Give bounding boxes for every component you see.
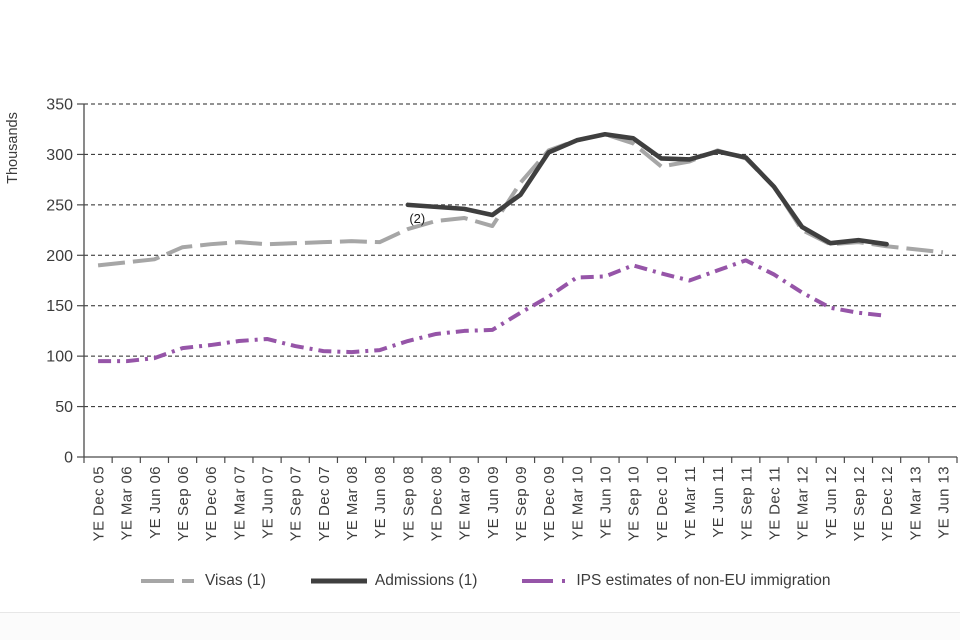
line-chart: 0 50 100 150 200 250 300 350 YE Dec 05 YE Mar 06… bbox=[5, 97, 958, 541]
x-tick-label: YE Dec 09 bbox=[541, 466, 558, 541]
admissions-line-marker-icon bbox=[310, 578, 367, 584]
ips-line-marker-icon bbox=[522, 579, 569, 583]
y-tick-label: 250 bbox=[46, 197, 73, 214]
x-tick-label: YE Jun 06 bbox=[147, 466, 164, 539]
x-tick-label: YE Mar 13 bbox=[907, 466, 924, 540]
legend: Visas (1) Admissions (1) IPS estimates o… bbox=[140, 567, 831, 595]
x-axis: YE Dec 05 YE Mar 06 YE Jun 06 YE Sep 06 YE D… bbox=[83, 456, 958, 541]
x-tick-label: YE Mar 11 bbox=[682, 466, 699, 539]
y-tick-label: 0 bbox=[64, 450, 73, 467]
y-tick-label: 50 bbox=[55, 399, 73, 416]
x-tick-label: YE Mar 09 bbox=[457, 466, 474, 540]
x-tick-label: YE Sep 08 bbox=[400, 466, 417, 541]
y-tick-label: 300 bbox=[46, 147, 73, 164]
x-tick-label: YE Jun 12 bbox=[823, 466, 840, 539]
x-tick-label: YE Mar 10 bbox=[569, 466, 586, 540]
x-tick-label: YE Dec 12 bbox=[879, 466, 896, 541]
legend-item-ips: IPS estimates of non-EU immigration bbox=[521, 572, 831, 590]
x-tick-label: YE Jun 07 bbox=[260, 466, 277, 539]
x-tick-label: YE Sep 07 bbox=[288, 466, 305, 541]
x-tick-label: YE Dec 08 bbox=[429, 466, 446, 541]
footnote-annotation: (2) bbox=[409, 211, 425, 226]
legend-item-visas: Visas (1) bbox=[140, 572, 266, 590]
legend-label-ips: IPS estimates of non-EU immigration bbox=[576, 572, 831, 589]
legend-label-admissions: Admissions (1) bbox=[374, 572, 478, 589]
x-tick-label: YE Mar 12 bbox=[795, 466, 812, 540]
x-tick-label: YE Jun 11 bbox=[710, 466, 727, 538]
x-tick-label: YE Jun 13 bbox=[935, 466, 952, 539]
x-tick-label: YE Sep 12 bbox=[851, 466, 868, 541]
y-tick-label: 100 bbox=[46, 349, 73, 366]
x-tick-label: YE Sep 10 bbox=[626, 466, 643, 541]
y-axis-title: Thousands bbox=[5, 112, 21, 184]
x-tick-label: YE Dec 05 bbox=[91, 466, 108, 541]
x-tick-label: YE Mar 06 bbox=[119, 466, 136, 540]
gridlines bbox=[84, 103, 957, 408]
legend-item-admissions: Admissions (1) bbox=[310, 572, 478, 590]
x-tick-label: YE Dec 07 bbox=[316, 466, 333, 541]
x-tick-label: YE Sep 09 bbox=[513, 466, 530, 541]
x-tick-label: YE Jun 09 bbox=[485, 466, 502, 539]
bottom-divider bbox=[0, 612, 960, 640]
x-tick-label: YE Mar 08 bbox=[344, 466, 361, 540]
series-line-2 bbox=[98, 258, 887, 364]
visas-line-marker-icon bbox=[141, 579, 197, 583]
y-tick-label: 150 bbox=[46, 298, 73, 315]
x-tick-label: YE Jun 08 bbox=[372, 466, 389, 539]
x-tick-label: YE Jun 10 bbox=[597, 466, 614, 539]
x-tick-label: YE Mar 07 bbox=[231, 466, 248, 540]
x-tick-label: YE Sep 06 bbox=[175, 466, 192, 541]
series-line-1 bbox=[405, 131, 889, 247]
x-tick-label: YE Dec 10 bbox=[654, 466, 671, 541]
y-axis: 0 50 100 150 200 250 300 350 bbox=[46, 97, 85, 467]
legend-label-visas: Visas (1) bbox=[205, 572, 266, 589]
x-tick-label: YE Sep 11 bbox=[738, 466, 755, 540]
series-line-0 bbox=[97, 132, 944, 268]
y-tick-label: 350 bbox=[46, 97, 73, 114]
x-tick-label: YE Dec 06 bbox=[203, 466, 220, 541]
series-lines bbox=[97, 131, 944, 364]
y-tick-label: 200 bbox=[46, 248, 73, 265]
x-tick-label: YE Dec 11 bbox=[766, 466, 783, 540]
